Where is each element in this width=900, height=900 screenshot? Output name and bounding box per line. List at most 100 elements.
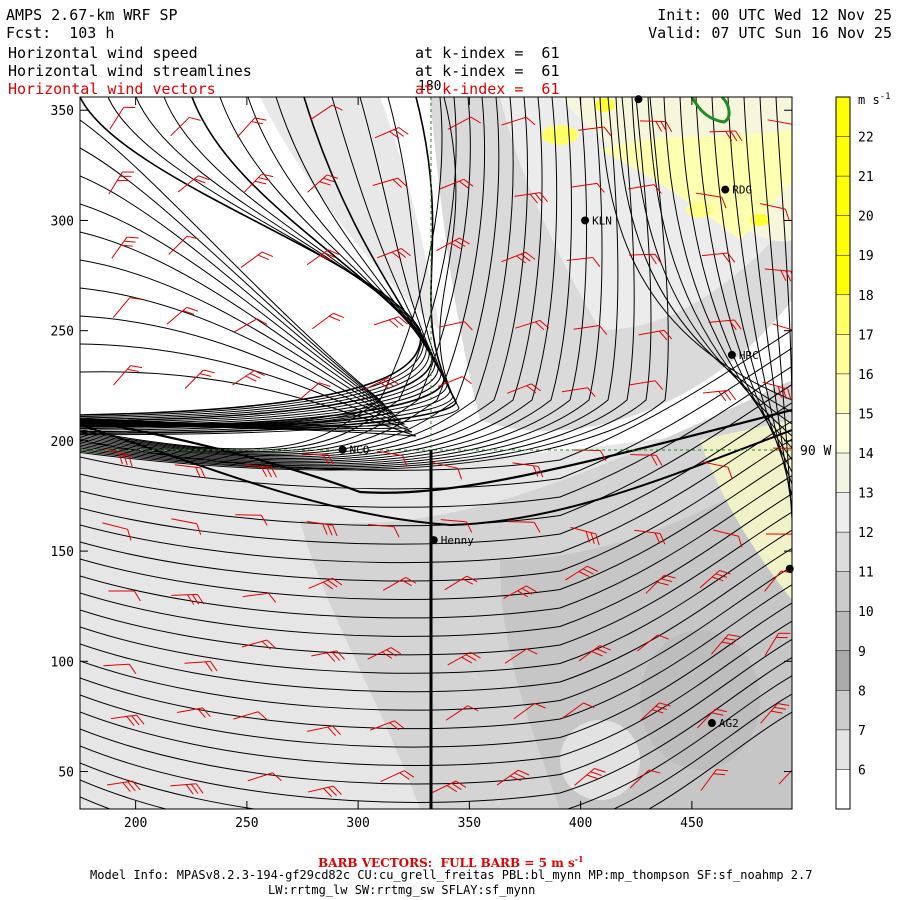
station-dot: [634, 95, 643, 104]
streamline: [80, 347, 792, 490]
wind-barb: [634, 529, 666, 545]
y-axis: 350 300 250 200 150 100 50: [51, 104, 792, 781]
colorbar-label: 13: [858, 487, 874, 502]
streamline: [599, 97, 792, 401]
wind-barb: [170, 116, 201, 137]
streamline: [80, 475, 792, 619]
streamline: [80, 97, 558, 461]
colorbar-label: 11: [858, 566, 874, 581]
wind-barb: [561, 387, 596, 398]
station-dot: [338, 445, 347, 454]
station-dot: [727, 350, 736, 359]
wind-barb: [243, 173, 274, 194]
wind-barb: [697, 708, 727, 729]
wind-barb: [566, 256, 601, 267]
wind-barb: [307, 725, 341, 736]
colorbar-label: 12: [858, 526, 874, 541]
wind-barb: [108, 171, 135, 195]
wind-barb: [629, 769, 661, 789]
colorbar-segment: [836, 492, 850, 533]
wind-barb: [171, 593, 205, 605]
wind-barb: [636, 634, 669, 652]
streamline: [80, 420, 792, 564]
streamline: [80, 365, 792, 508]
colorbar-segment: [836, 215, 850, 256]
colorbar-label: 19: [858, 249, 874, 264]
streamline: [80, 547, 792, 693]
streamline: [80, 97, 543, 459]
colorbar-segment: [836, 650, 850, 691]
wind-barb: [177, 175, 210, 193]
wind-barb: [778, 764, 792, 785]
wind-barb: [306, 249, 340, 266]
wind-barb: [574, 768, 606, 786]
wind-barb: [233, 711, 268, 720]
wind-barb: [168, 235, 199, 255]
wind-barb: [701, 252, 736, 264]
init-time: Init: 00 UTC Wed 12 Nov 25: [657, 6, 892, 24]
station-label: Henny: [441, 534, 474, 547]
wind-barb: [369, 720, 404, 731]
meridian-label: 180: [418, 79, 441, 94]
wind-barb: [311, 650, 345, 662]
colorbar-label: 10: [858, 605, 874, 620]
streamline: [80, 511, 792, 656]
streamline: [663, 97, 792, 449]
wind-barb: [639, 120, 673, 133]
colorbar-label: 7: [858, 724, 866, 739]
field-2-name: Horizontal wind streamlines: [8, 62, 252, 80]
wind-barb: [437, 376, 472, 387]
colorbar-label: 22: [858, 131, 874, 146]
colorbar-segment: [836, 255, 850, 295]
station-dot: [581, 216, 590, 225]
wind-barb: [170, 783, 204, 795]
streamline: [80, 315, 409, 429]
colorbar-unit: m s-1: [858, 92, 891, 107]
wind-barb: [702, 389, 737, 402]
colorbar-segment: [836, 571, 850, 612]
wind-barb: [496, 769, 530, 786]
colorbar-label: 16: [858, 368, 874, 383]
wind-barb: [301, 453, 335, 465]
wind-barb: [501, 116, 536, 126]
field-3-name: Horizontal wind vectors: [8, 80, 216, 98]
wind-barb: [573, 325, 608, 335]
wind-barb: [234, 318, 268, 333]
colorbar-segment: [836, 453, 850, 493]
colorbar-label: 18: [858, 289, 874, 304]
station-label: NCQ: [350, 444, 370, 457]
wind-barb: [773, 447, 792, 449]
wind-barb: [367, 524, 400, 538]
streamline: [80, 97, 443, 450]
colorbar-segment: [836, 729, 850, 770]
wind-barb: [514, 192, 548, 204]
wind-barb: [638, 329, 673, 341]
streamline: [80, 97, 471, 453]
wind-barb: [377, 450, 408, 467]
wind-barb: [445, 705, 479, 721]
wind-barb: [235, 514, 268, 526]
model-title: AMPS 2.67-km WRF SP: [6, 6, 178, 24]
colorbar-label: 14: [858, 447, 874, 462]
wind-barb: [506, 383, 541, 394]
streamline: [80, 97, 422, 416]
x-tick-label: 350: [458, 816, 481, 831]
wind-barb: [299, 382, 331, 401]
station-dot: [785, 564, 794, 573]
streamline: [759, 97, 792, 521]
wind-barbs: [102, 104, 792, 798]
wind-barb: [102, 522, 132, 541]
coastline-contour: [690, 97, 731, 124]
colorbar-segment: [836, 373, 850, 414]
wind-barb: [570, 526, 600, 546]
streamline: [80, 566, 792, 711]
y-tick-label: 200: [51, 435, 74, 450]
streamline: [80, 97, 603, 465]
streamline: [80, 438, 792, 582]
field-2-level: at k-index = 61: [415, 62, 560, 80]
plot-frame: [79, 96, 793, 810]
wind-barb: [112, 297, 142, 318]
colorbar-label: 8: [858, 684, 866, 699]
wind-barb: [310, 104, 343, 121]
